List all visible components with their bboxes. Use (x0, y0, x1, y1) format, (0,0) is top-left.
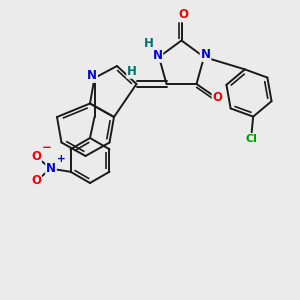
Text: O: O (31, 174, 41, 187)
Text: −: − (42, 141, 52, 154)
Text: H: H (127, 65, 137, 78)
Text: N: N (200, 48, 211, 61)
Text: O: O (212, 91, 223, 104)
Text: Cl: Cl (246, 134, 258, 144)
Text: O: O (178, 8, 188, 22)
Text: N: N (152, 49, 163, 62)
Text: O: O (31, 150, 41, 163)
Text: N: N (46, 162, 56, 175)
Text: N: N (87, 69, 97, 82)
Text: +: + (56, 154, 65, 164)
Text: H: H (144, 37, 153, 50)
